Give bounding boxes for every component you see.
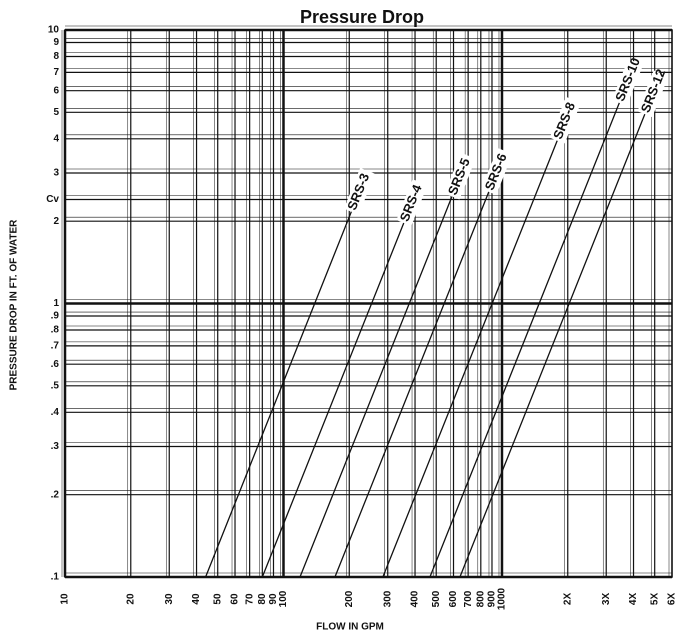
series-label-bg xyxy=(549,96,581,144)
series-label-group: SRS-5 xyxy=(444,152,476,200)
series-label-bg xyxy=(481,148,513,195)
series-label-group: SRS-3 xyxy=(343,167,376,215)
series-label: SRS-6 xyxy=(482,151,510,192)
x-tick-label: 800 xyxy=(475,590,486,607)
y-tick-label: .9 xyxy=(51,311,60,322)
x-tick-label: 200 xyxy=(344,590,355,607)
x-tick-label: 1000 xyxy=(497,587,508,610)
y-tick-label: .7 xyxy=(51,341,60,352)
x-tick-label: 700 xyxy=(463,590,474,607)
x-tick-label: 2X xyxy=(562,593,573,606)
y-tick-label: 6 xyxy=(53,85,59,96)
y-tick-label: 9 xyxy=(53,37,59,48)
y-tick-label: 10 xyxy=(48,25,60,36)
x-tick-label: 600 xyxy=(448,590,459,607)
x-tick-label: 30 xyxy=(164,593,175,605)
y-tick-label: .6 xyxy=(51,359,60,370)
y-tick-label: .4 xyxy=(51,407,60,418)
y-tick-label: 1 xyxy=(53,298,59,309)
x-tick-label: 3X xyxy=(601,593,612,606)
x-tick-label: 20 xyxy=(125,593,136,605)
series-line xyxy=(204,209,353,578)
x-tick-label: 400 xyxy=(410,590,421,607)
series-label-bg xyxy=(396,179,428,226)
y-tick-label: 3 xyxy=(53,168,59,179)
series-label-group: SRS-8 xyxy=(549,96,581,144)
x-tick-label: 70 xyxy=(244,593,255,605)
series-label-group: SRS-12 xyxy=(637,67,669,118)
y-tick-label: 7 xyxy=(53,67,59,78)
y-tick-label: 8 xyxy=(53,51,59,62)
series-line xyxy=(334,189,491,578)
series-line xyxy=(459,112,647,578)
series-line xyxy=(382,138,559,578)
y-tick-label: Cv xyxy=(46,194,59,205)
x-tick-label: 4X xyxy=(628,593,639,606)
x-tick-label: 100 xyxy=(278,590,289,607)
series-label: SRS-3 xyxy=(344,171,372,212)
y-tick-label: .1 xyxy=(51,572,60,583)
series-line xyxy=(261,220,406,578)
y-tick-label: .5 xyxy=(51,380,60,391)
series-label-bg xyxy=(343,167,376,215)
x-tick-label: 5X xyxy=(649,593,660,606)
x-tick-label: 90 xyxy=(268,593,279,605)
x-tick-label: 6X xyxy=(667,593,678,606)
series-line xyxy=(429,100,621,578)
y-tick-label: 5 xyxy=(53,107,59,118)
series-label-bg xyxy=(444,152,476,200)
series-label-bg xyxy=(611,59,644,106)
x-tick-label: 80 xyxy=(257,593,268,605)
y-tick-label: 4 xyxy=(53,133,59,144)
x-tick-label: 300 xyxy=(382,590,393,607)
x-tick-label: 500 xyxy=(431,590,442,607)
x-tick-label: 60 xyxy=(230,593,241,605)
series-label-group: SRS-10 xyxy=(611,56,644,106)
series-line xyxy=(299,194,454,578)
x-tick-label: 10 xyxy=(60,593,71,605)
series-label-group: SRS-4 xyxy=(396,179,428,226)
series-label-bg xyxy=(637,70,669,118)
x-tick-label: 900 xyxy=(487,590,498,607)
x-tick-label: 40 xyxy=(191,593,202,605)
y-tick-label: .3 xyxy=(51,441,60,452)
x-axis-label: FLOW IN GPM xyxy=(316,622,384,633)
chart-title: Pressure Drop xyxy=(300,7,424,27)
series-label-group: SRS-6 xyxy=(481,148,513,195)
x-tick-label: 50 xyxy=(212,593,223,605)
series-label: SRS-10 xyxy=(612,56,643,104)
y-axis-label: PRESSURE DROP IN FT. OF WATER xyxy=(9,219,20,391)
y-tick-label: .2 xyxy=(51,489,60,500)
y-tick-label: .8 xyxy=(51,325,60,336)
y-tick-label: 2 xyxy=(53,216,59,227)
